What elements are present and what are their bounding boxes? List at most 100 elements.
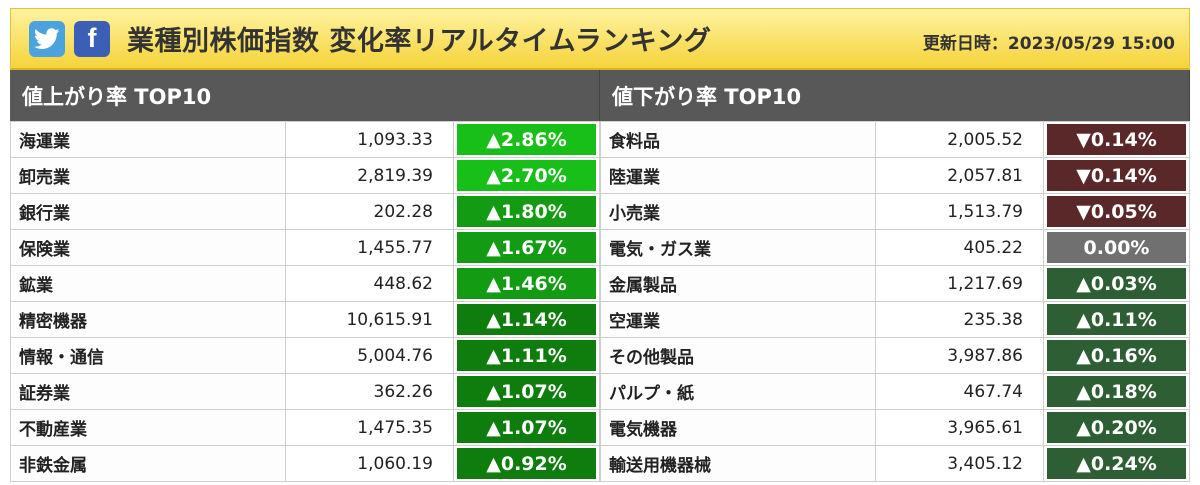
sector-name: 保険業 <box>10 229 286 266</box>
sector-name: 非鉄金属 <box>10 445 286 482</box>
change-rate-badge: ▲0.24% <box>1047 448 1186 479</box>
losers-heading: 値下がり率 TOP10 <box>600 70 1190 121</box>
update-timestamp: 更新日時：2023/05/29 15:00 <box>922 34 1175 54</box>
table-row: 証券業 362.26 ▲1.07% <box>10 373 600 410</box>
ranking-header: f 業種別株価指数 変化率リアルタイムランキング 更新日時：2023/05/29… <box>10 8 1190 70</box>
change-rate-badge: ▼0.14% <box>1047 124 1186 155</box>
index-value: 3,965.61 <box>875 409 1044 446</box>
table-row: 鉱業 448.62 ▲1.46% <box>10 265 600 302</box>
change-cell: ▲0.20% <box>1043 409 1190 446</box>
table-row: 電気機器 3,965.61 ▲0.20% <box>600 409 1190 446</box>
change-rate-badge: ▲0.20% <box>1047 412 1186 443</box>
change-rate-badge: ▲0.16% <box>1047 340 1186 371</box>
change-rate-badge: ▲0.18% <box>1047 376 1186 407</box>
change-cell: ▲2.70% <box>453 157 600 194</box>
index-value: 448.62 <box>285 265 454 302</box>
change-cell: ▲0.16% <box>1043 337 1190 374</box>
sector-name: 陸運業 <box>600 157 876 194</box>
sector-name: 銀行業 <box>10 193 286 230</box>
sector-name: 空運業 <box>600 301 876 338</box>
change-rate-badge: ▲1.11% <box>457 340 596 371</box>
index-value: 1,455.77 <box>285 229 454 266</box>
change-cell: ▲1.07% <box>453 373 600 410</box>
change-cell: ▲0.11% <box>1043 301 1190 338</box>
twitter-share-button[interactable] <box>29 20 65 57</box>
change-rate-badge: ▼0.14% <box>1047 160 1186 191</box>
change-cell: ▲0.18% <box>1043 373 1190 410</box>
index-value: 10,615.91 <box>285 301 454 338</box>
sector-name: 情報・通信 <box>10 337 286 374</box>
change-cell: ▼0.05% <box>1043 193 1190 230</box>
change-rate-badge: ▲1.67% <box>457 232 596 263</box>
sector-name: 電気・ガス業 <box>600 229 876 266</box>
change-cell: ▲1.14% <box>453 301 600 338</box>
gainers-panel: 値上がり率 TOP10 海運業 1,093.33 ▲2.86% 卸売業 2,819.39… <box>10 70 600 482</box>
facebook-share-button[interactable]: f <box>74 20 110 57</box>
table-row: 精密機器 10,615.91 ▲1.14% <box>10 301 600 338</box>
sector-name: 証券業 <box>10 373 286 410</box>
index-value: 1,513.79 <box>875 193 1044 230</box>
table-row: 非鉄金属 1,060.19 ▲0.92% <box>10 445 600 482</box>
sector-name: 小売業 <box>600 193 876 230</box>
twitter-bird-icon <box>34 27 60 49</box>
table-row: 電気・ガス業 405.22 0.00% <box>600 229 1190 266</box>
change-rate-badge: ▲0.11% <box>1047 304 1186 335</box>
sector-name: 海運業 <box>10 121 286 158</box>
change-rate-badge: ▲1.46% <box>457 268 596 299</box>
losers-panel: 値下がり率 TOP10 食料品 2,005.52 ▼0.14% 陸運業 2,057.81… <box>600 70 1190 482</box>
change-cell: ▲0.92% <box>453 445 600 482</box>
sector-name: 電気機器 <box>600 409 876 446</box>
table-row: 陸運業 2,057.81 ▼0.14% <box>600 157 1190 194</box>
facebook-f-icon: f <box>87 23 97 53</box>
table-row: 銀行業 202.28 ▲1.80% <box>10 193 600 230</box>
change-cell: ▲1.67% <box>453 229 600 266</box>
table-row: 小売業 1,513.79 ▼0.05% <box>600 193 1190 230</box>
table-row: 食料品 2,005.52 ▼0.14% <box>600 121 1190 158</box>
change-cell: 0.00% <box>1043 229 1190 266</box>
index-value: 1,217.69 <box>875 265 1044 302</box>
sector-name: その他製品 <box>600 337 876 374</box>
change-rate-badge: ▲1.14% <box>457 304 596 335</box>
sector-name: 食料品 <box>600 121 876 158</box>
table-row: 情報・通信 5,004.76 ▲1.11% <box>10 337 600 374</box>
table-row: 金属製品 1,217.69 ▲0.03% <box>600 265 1190 302</box>
change-cell: ▲1.07% <box>453 409 600 446</box>
change-cell: ▼0.14% <box>1043 121 1190 158</box>
table-row: 海運業 1,093.33 ▲2.86% <box>10 121 600 158</box>
index-value: 1,093.33 <box>285 121 454 158</box>
losers-table: 食料品 2,005.52 ▼0.14% 陸運業 2,057.81 ▼0.14% 小売業 1,5… <box>600 121 1190 482</box>
change-cell: ▼0.14% <box>1043 157 1190 194</box>
change-rate-badge: ▲1.07% <box>457 412 596 443</box>
gainers-table: 海運業 1,093.33 ▲2.86% 卸売業 2,819.39 ▲2.70% 銀行業 202… <box>10 121 600 482</box>
index-value: 5,004.76 <box>285 337 454 374</box>
index-value: 3,405.12 <box>875 445 1044 482</box>
table-row: その他製品 3,987.86 ▲0.16% <box>600 337 1190 374</box>
sector-name: 不動産業 <box>10 409 286 446</box>
table-row: パルプ・紙 467.74 ▲0.18% <box>600 373 1190 410</box>
index-value: 1,060.19 <box>285 445 454 482</box>
sector-name: パルプ・紙 <box>600 373 876 410</box>
sector-name: 卸売業 <box>10 157 286 194</box>
index-value: 2,005.52 <box>875 121 1044 158</box>
page-title: 業種別株価指数 変化率リアルタイムランキング <box>127 26 712 57</box>
sector-name: 金属製品 <box>600 265 876 302</box>
change-cell: ▲1.80% <box>453 193 600 230</box>
index-value: 2,057.81 <box>875 157 1044 194</box>
table-row: 保険業 1,455.77 ▲1.67% <box>10 229 600 266</box>
index-value: 2,819.39 <box>285 157 454 194</box>
table-row: 卸売業 2,819.39 ▲2.70% <box>10 157 600 194</box>
index-value: 235.38 <box>875 301 1044 338</box>
change-cell: ▲1.46% <box>453 265 600 302</box>
change-rate-badge: ▲0.92% <box>457 448 596 479</box>
change-cell: ▲0.24% <box>1043 445 1190 482</box>
index-value: 405.22 <box>875 229 1044 266</box>
share-buttons: f <box>29 20 119 57</box>
index-value: 3,987.86 <box>875 337 1044 374</box>
change-rate-badge: ▲2.70% <box>457 160 596 191</box>
change-rate-badge: ▲0.03% <box>1047 268 1186 299</box>
index-value: 1,475.35 <box>285 409 454 446</box>
sector-name: 精密機器 <box>10 301 286 338</box>
sector-name: 輸送用機器械 <box>600 445 876 482</box>
change-cell: ▲0.03% <box>1043 265 1190 302</box>
index-value: 202.28 <box>285 193 454 230</box>
